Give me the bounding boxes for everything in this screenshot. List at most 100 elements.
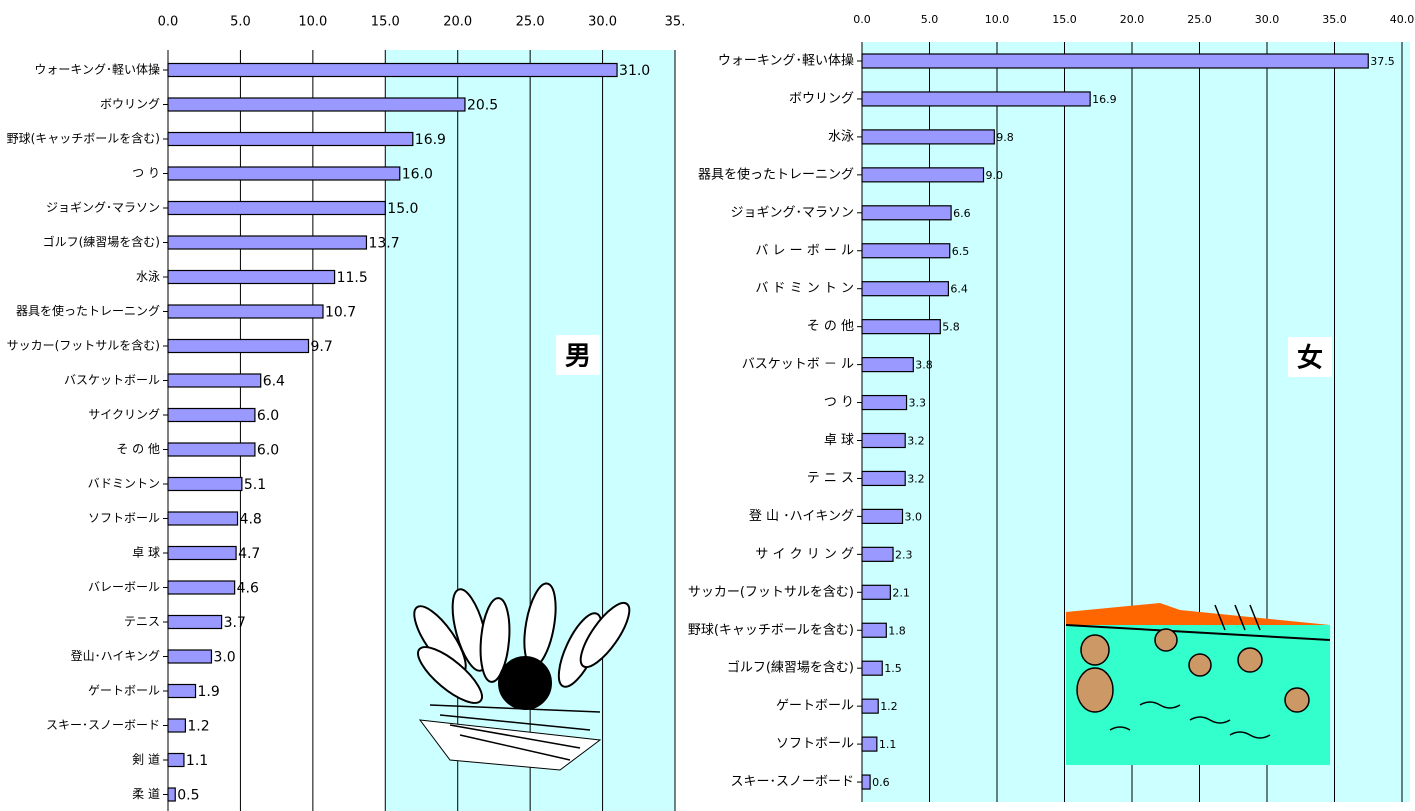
y-tick-label: バドミントン: [88, 477, 160, 491]
value-label: 9.8: [996, 131, 1014, 144]
y-tick-label: つ り: [132, 166, 160, 180]
value-label: 1.8: [888, 624, 906, 637]
bar: [168, 478, 242, 491]
x-tick-label: 10.0: [985, 13, 1010, 26]
y-tick-label: ゲートボール: [88, 684, 160, 698]
bar: [168, 305, 323, 318]
bar: [862, 54, 1368, 68]
y-tick-label: 器具を使ったトレーニング: [16, 303, 160, 318]
value-label: 3.7: [224, 615, 246, 631]
bar: [862, 547, 893, 561]
bar: [168, 409, 255, 422]
y-tick-label: スキー･スノーボード: [730, 775, 854, 790]
bar: [862, 661, 882, 675]
value-label: 6.0: [257, 408, 279, 424]
y-tick-label: そ の 他: [807, 319, 854, 334]
value-label: 6.4: [263, 374, 285, 390]
value-label: 11.5: [337, 270, 368, 286]
y-tick-label: ゴルフ(練習場を含む): [727, 660, 854, 676]
bar: [168, 443, 255, 456]
value-label: 5.8: [942, 321, 960, 334]
value-label: 5.1: [244, 477, 266, 493]
value-label: 1.2: [880, 700, 898, 713]
bar: [862, 585, 890, 599]
y-tick-label: バレーボール: [88, 580, 160, 594]
value-label: 10.7: [325, 305, 356, 321]
y-tick-label: サイクリング: [88, 408, 160, 422]
y-tick-label: ウォーキング･軽い体操: [718, 53, 854, 69]
x-tick-label: 35.: [665, 15, 686, 30]
y-tick-label: ゴルフ(練習場を含む): [43, 234, 160, 249]
x-tick-label: 20.0: [443, 15, 472, 30]
x-tick-label: 20.0: [1120, 13, 1145, 26]
bar: [862, 320, 940, 334]
value-label: 4.7: [238, 546, 260, 562]
y-tick-label: 卓 球: [132, 546, 160, 560]
value-label: 15.0: [387, 201, 418, 217]
bar: [168, 64, 617, 77]
bar: [168, 650, 211, 663]
y-tick-label: サッカー(フットサルを含む): [7, 338, 160, 353]
bar: [168, 512, 238, 525]
x-tick-label: 5.0: [230, 15, 251, 30]
value-label: 3.8: [915, 359, 933, 372]
bar: [168, 754, 184, 767]
y-tick-label: 柔 道: [132, 787, 160, 801]
x-tick-label: 15.0: [371, 15, 400, 30]
y-tick-label: ジョギング･マラソン: [730, 205, 854, 220]
y-tick-label: サ イ ク リ ン グ: [755, 547, 854, 562]
bar: [168, 788, 175, 801]
bar: [168, 133, 413, 146]
y-tick-label: そ の 他: [116, 442, 160, 456]
x-tick-label: 40.0: [1390, 13, 1415, 26]
value-label: 9.7: [311, 339, 333, 355]
y-tick-label: 野球(キャッチボールを含む): [7, 131, 160, 146]
bar: [862, 737, 877, 751]
bar: [862, 775, 870, 789]
bar: [862, 168, 984, 182]
value-label: 6.0: [257, 443, 279, 459]
value-label: 13.7: [368, 236, 399, 252]
y-tick-label: バ ド ミ ン ト ン: [755, 281, 854, 296]
value-label: 20.5: [467, 98, 498, 114]
value-label: 4.6: [237, 581, 259, 597]
value-label: 37.5: [1370, 55, 1395, 68]
x-tick-label: 5.0: [921, 13, 939, 26]
bar: [168, 167, 400, 180]
x-tick-label: 0.0: [853, 13, 871, 26]
y-tick-label: ジョギング･マラソン: [46, 201, 160, 215]
value-label: 0.5: [177, 788, 199, 804]
y-tick-label: ウォーキング･軽い体操: [34, 62, 160, 77]
value-label: 3.0: [905, 510, 923, 523]
x-tick-label: 10.0: [298, 15, 327, 30]
value-label: 1.2: [187, 719, 209, 735]
bar: [862, 623, 886, 637]
bar: [168, 374, 261, 387]
x-tick-label: 0.0: [158, 15, 179, 30]
value-label: 31.0: [619, 63, 650, 79]
bar: [168, 719, 185, 732]
y-tick-label: 剣 道: [132, 753, 160, 767]
value-label: 3.2: [907, 435, 925, 448]
value-label: 3.0: [213, 650, 235, 666]
x-tick-label: 25.0: [1187, 13, 1212, 26]
value-label: 16.0: [402, 167, 433, 183]
pool-clipart: [1066, 603, 1330, 765]
value-label: 6.4: [950, 283, 968, 296]
y-tick-label: 水泳: [136, 270, 160, 284]
annotation: 男: [565, 342, 591, 372]
y-tick-label: 卓 球: [824, 433, 854, 448]
x-tick-label: 25.0: [516, 15, 545, 30]
value-label: 0.6: [872, 776, 890, 789]
bar: [862, 92, 1090, 106]
value-label: 2.3: [895, 548, 913, 561]
bar: [168, 236, 366, 249]
bar: [168, 616, 222, 629]
value-label: 3.2: [907, 472, 925, 485]
bar: [862, 206, 951, 220]
y-tick-label: スキー･スノーボード: [46, 718, 160, 732]
x-tick-label: 15.0: [1052, 13, 1077, 26]
y-tick-label: 水泳: [828, 129, 854, 144]
value-label: 1.1: [879, 738, 897, 751]
x-tick-label: 30.0: [1255, 13, 1280, 26]
